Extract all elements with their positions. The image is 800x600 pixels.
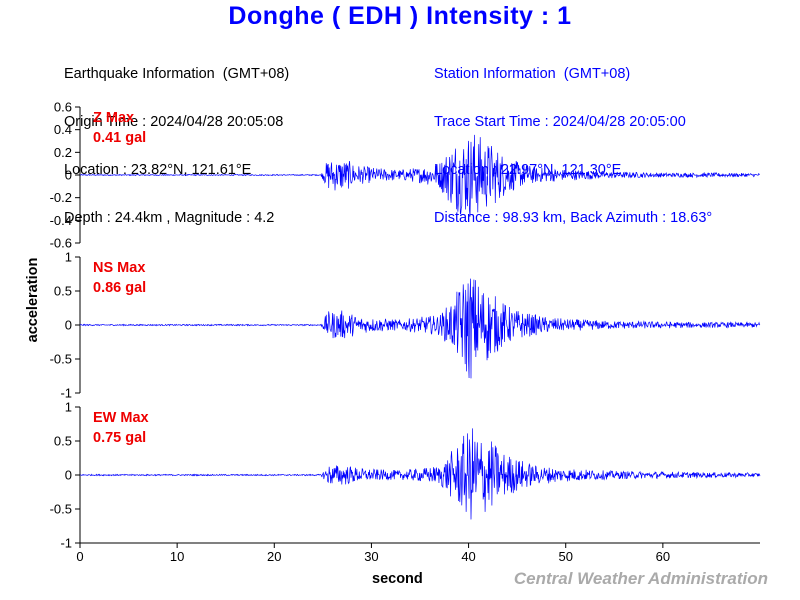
ew-max-value: 0.75 gal [93, 430, 147, 446]
z-max-label: Z Max [93, 110, 135, 126]
ns-ytick-label: -0.5 [50, 352, 72, 367]
z-max-value: 0.41 gal [93, 130, 147, 146]
ew-max-annotation: EW Max 0.75 gal [93, 408, 149, 448]
xtick-label: 30 [364, 549, 378, 564]
xtick-label: 10 [170, 549, 184, 564]
xtick-label: 0 [76, 549, 83, 564]
y-axis-label: acceleration [25, 257, 41, 343]
ew-max-label: EW Max [93, 410, 149, 426]
z-max-annotation: Z Max 0.41 gal [93, 108, 146, 148]
z-ytick-label: 0.6 [54, 100, 72, 115]
xtick-label: 40 [461, 549, 475, 564]
xtick-label: 20 [267, 549, 281, 564]
ew-trace-line [79, 428, 761, 520]
z-ytick-label: -0.6 [50, 236, 72, 251]
ns-max-value: 0.86 gal [93, 280, 147, 296]
ns-max-label: NS Max [93, 260, 146, 276]
x-axis-label: second [372, 571, 423, 587]
z-ytick-label: 0.4 [54, 122, 72, 137]
earthquake-info: Earthquake Information (GMT+08) Origin T… [64, 34, 289, 242]
ns-ytick-label: -1 [60, 386, 72, 401]
depth-magnitude: Depth : 24.4km , Magnitude : 4.2 [64, 210, 275, 226]
z-trace-line [79, 134, 761, 217]
ew-ytick-label: 1 [65, 400, 72, 415]
ns-ytick-label: 0.5 [54, 284, 72, 299]
xtick-label: 50 [558, 549, 572, 564]
z-ytick-label: 0 [65, 168, 72, 183]
z-ytick-label: -0.4 [50, 213, 72, 228]
ew-ytick-label: 0 [65, 468, 72, 483]
ew-ytick-label: -1 [60, 536, 72, 551]
credit-text: Central Weather Administration [513, 569, 768, 588]
earthquake-info-heading: Earthquake Information (GMT+08) [64, 66, 290, 82]
ns-trace-line [79, 278, 761, 379]
z-ytick-label: -0.2 [50, 190, 72, 205]
station-info-heading: Station Information (GMT+08) [434, 66, 631, 82]
ns-ytick-label: 1 [65, 250, 72, 265]
ns-ytick-label: 0 [65, 318, 72, 333]
ns-max-annotation: NS Max 0.86 gal [93, 258, 146, 298]
ew-ytick-label: 0.5 [54, 434, 72, 449]
z-ytick-label: 0.2 [54, 145, 72, 160]
xtick-label: 60 [656, 549, 670, 564]
distance-azimuth: Distance : 98.93 km, Back Azimuth : 18.6… [434, 210, 713, 226]
epicenter-location: Location : 23.82°N, 121.61°E [64, 162, 252, 178]
origin-time: Origin Time : 2024/04/28 20:05:08 [64, 114, 284, 130]
chart-title: Donghe ( EDH ) Intensity : 1 [228, 2, 572, 30]
trace-start-time: Trace Start Time : 2024/04/28 20:05:00 [434, 114, 686, 130]
ew-ytick-label: -0.5 [50, 502, 72, 517]
